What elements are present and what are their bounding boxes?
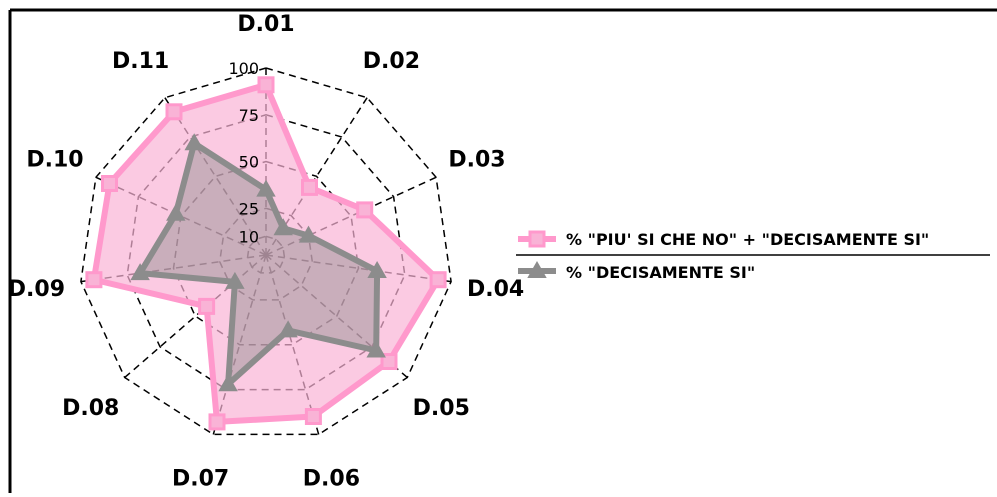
category-label-D.07: D.07: [172, 467, 229, 492]
series-1-point-D.10: [101, 175, 118, 192]
radial-tick-10: 10: [239, 227, 259, 246]
category-label-D.03: D.03: [448, 148, 505, 173]
series-1-point-D.09: [85, 271, 103, 289]
series-1-point-D.08: [198, 297, 216, 315]
radial-tick-50: 50: [239, 153, 259, 172]
series-2-point-D.10: [166, 203, 186, 221]
radial-tick-25: 25: [239, 199, 259, 218]
legend-marker-series-2: [527, 260, 547, 278]
radar-series: [85, 76, 447, 431]
series-1-point-D.04: [429, 271, 447, 289]
series-1-point-D.06: [304, 408, 322, 425]
series-2-point-D.05: [366, 340, 386, 358]
legend-label-series-2: % "DECISAMENTE SI": [566, 263, 755, 282]
series-2-point-D.06: [278, 320, 298, 338]
series-1-point-D.02: [301, 178, 318, 196]
category-label-D.08: D.08: [62, 396, 119, 421]
category-label-D.02: D.02: [363, 49, 420, 74]
radial-tick-75: 75: [239, 106, 259, 125]
series-1-point-D.11: [165, 103, 183, 121]
series-1-point-D.03: [356, 201, 374, 219]
series-2-point-D.01: [256, 179, 276, 197]
series-1-point-D.07: [208, 413, 226, 431]
series-2-point-D.07: [218, 374, 238, 392]
category-labels: D.01 D.02 D.03 D.04 D.05 D.06 D.07 D.08 D.09 D.10…: [8, 12, 524, 492]
series-1-area: [90, 81, 442, 425]
series-2-point-D.02: [273, 218, 293, 236]
category-label-D.10: D.10: [26, 148, 83, 173]
category-label-D.04: D.04: [467, 277, 524, 302]
series-1-point-D.01: [257, 76, 275, 94]
category-label-D.09: D.09: [8, 277, 65, 302]
chart-legend: % "PIU' SI CHE NO" + "DECISAMENTE SI" % …: [516, 230, 990, 282]
grid-ring-100: [80, 67, 452, 436]
series-2-point-D.11: [184, 133, 204, 151]
radial-tick-100: 100: [228, 59, 259, 78]
radial-ticks: 10 25 50 75 100: [228, 59, 259, 246]
legend-label-series-1: % "PIU' SI CHE NO" + "DECISAMENTE SI": [566, 230, 929, 249]
legend-marker-series-1: [528, 230, 546, 248]
series-1-point-D.05: [380, 353, 398, 370]
category-label-D.06: D.06: [303, 467, 360, 492]
category-label-D.01: D.01: [237, 12, 294, 37]
series-2-point-D.09: [130, 263, 150, 281]
category-label-D.11: D.11: [112, 49, 169, 74]
series-2-point-D.08: [225, 271, 245, 289]
category-label-D.05: D.05: [413, 396, 470, 421]
series-2-point-D.03: [298, 225, 319, 243]
series-2-point-D.04: [367, 260, 387, 278]
